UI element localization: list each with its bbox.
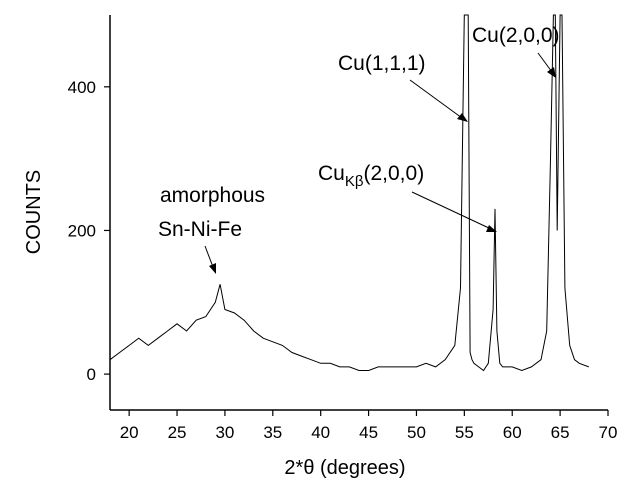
x-tick-label: 50 xyxy=(407,423,426,442)
arrowhead-amorphous xyxy=(209,263,216,274)
x-ticks: 20 25 30 35 40 45 50 55 60 65 70 xyxy=(120,410,618,442)
x-tick-label: 35 xyxy=(263,423,282,442)
x-tick-label: 25 xyxy=(168,423,187,442)
annotations: Cu(1,1,1) CuKβ(2,0,0) Cu(2,0,0) amorphou… xyxy=(158,24,560,274)
x-tick-label: 30 xyxy=(215,423,234,442)
annotation-cukb200-main: Cu xyxy=(318,162,345,185)
x-tick-label: 45 xyxy=(359,423,378,442)
y-tick-label: 400 xyxy=(68,78,96,97)
arrowhead-cu200 xyxy=(547,67,556,78)
y-ticks: 0 200 400 xyxy=(68,78,110,384)
xrd-pattern-line xyxy=(109,14,589,372)
y-axis-label: COUNTS xyxy=(23,170,45,254)
annotation-cukb200-sub: Kβ xyxy=(345,173,364,190)
arrow-cukb200 xyxy=(411,191,492,230)
y-tick-label: 0 xyxy=(87,365,96,384)
arrowhead-cukb200 xyxy=(486,225,497,232)
annotation-cu200: Cu(2,0,0) xyxy=(472,24,560,47)
x-tick-label: 60 xyxy=(503,423,522,442)
x-axis-label: 2*θ (degrees) xyxy=(284,457,405,479)
y-tick-label: 200 xyxy=(68,221,96,240)
annotation-cukb200: CuKβ(2,0,0) xyxy=(318,162,424,190)
x-tick-label: 70 xyxy=(599,423,618,442)
arrow-amorphous xyxy=(204,245,214,268)
arrowhead-cu111 xyxy=(457,113,468,122)
annotation-amorphous-line2: Sn-Ni-Fe xyxy=(158,218,242,241)
x-tick-label: 55 xyxy=(455,423,474,442)
axes xyxy=(109,15,608,411)
annotation-cu111: Cu(1,1,1) xyxy=(338,52,426,75)
x-tick-label: 65 xyxy=(551,423,570,442)
arrow-cu200 xyxy=(537,52,553,73)
annotation-cukb200-rest: (2,0,0) xyxy=(364,162,425,185)
x-tick-label: 20 xyxy=(120,423,139,442)
arrow-cu111 xyxy=(409,79,463,119)
x-tick-label: 40 xyxy=(311,423,330,442)
annotation-amorphous-line1: amorphous xyxy=(160,184,265,207)
